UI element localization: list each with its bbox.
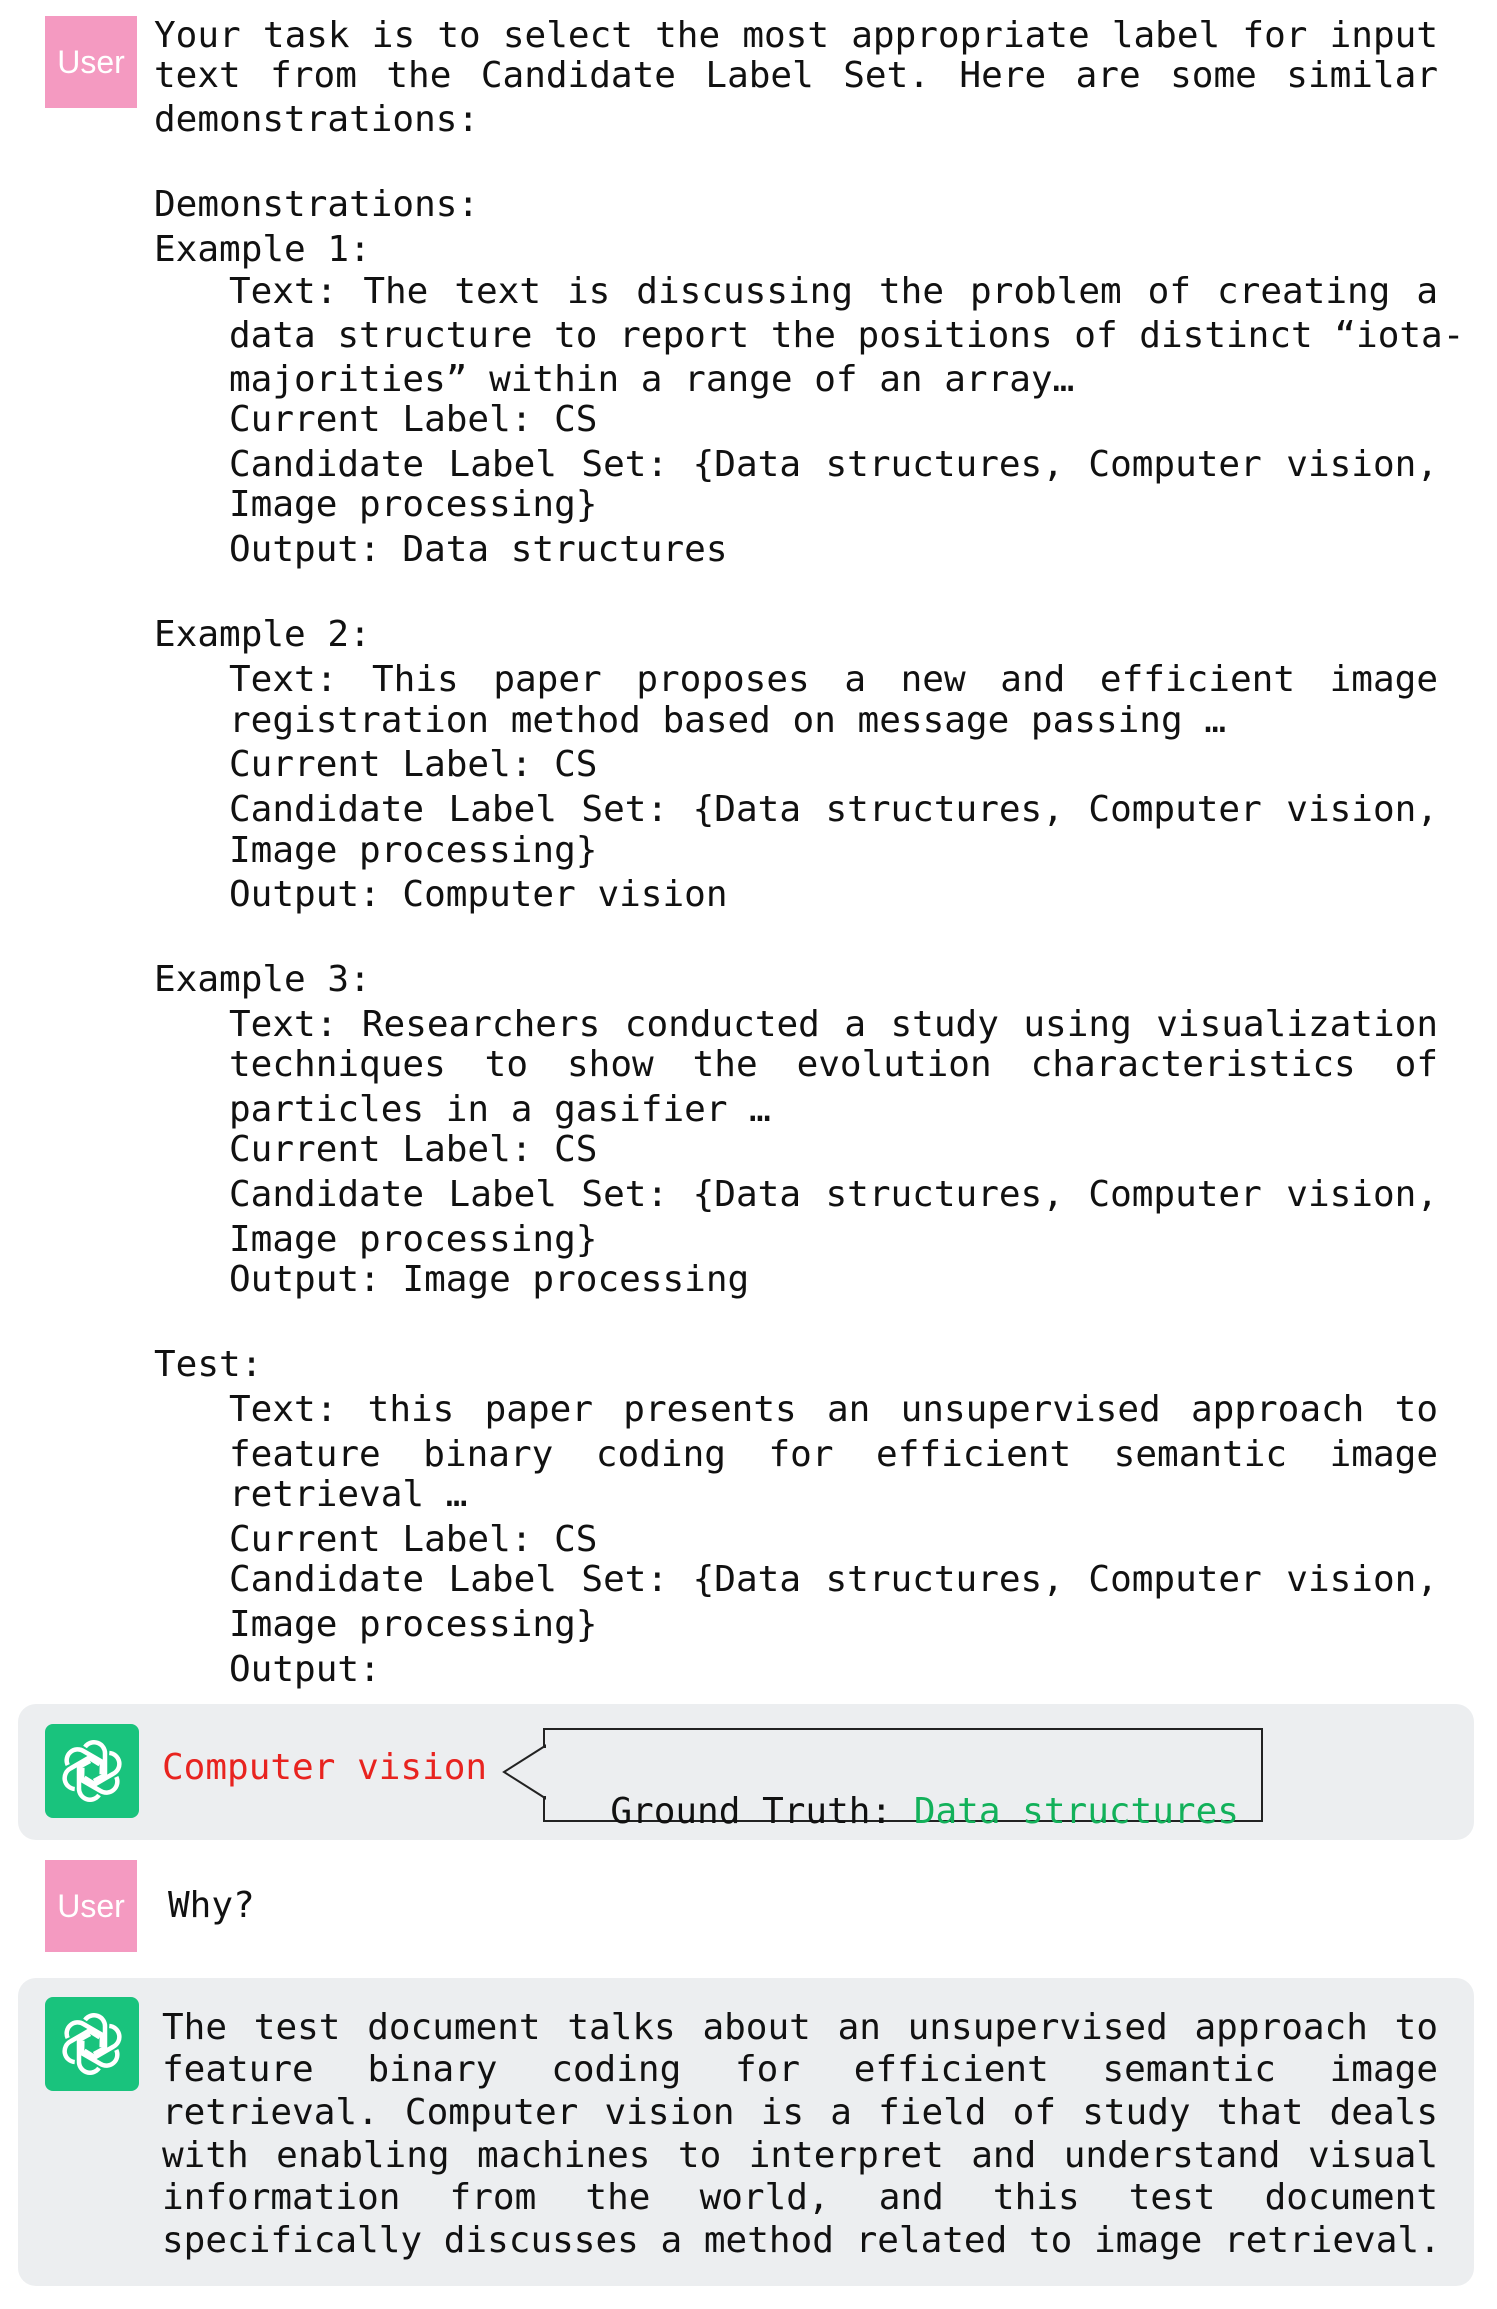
example-line: Text: Researchers conducted a study usin… — [229, 1004, 1438, 1045]
explanation-line: The test document talks about an unsuper… — [162, 2007, 1438, 2048]
example-line: Candidate Label Set: {Data structures, C… — [229, 1174, 1438, 1215]
test-line: Current Label: CS — [229, 1519, 598, 1560]
ground-truth-value: Data structures — [913, 1791, 1239, 1832]
test-title: Test: — [154, 1344, 263, 1385]
example-line: majorities” within a range of an array… — [229, 359, 1075, 400]
explanation-line: specifically discusses a method related … — [162, 2220, 1441, 2261]
example-line: Current Label: CS — [229, 744, 598, 785]
prompt-line: text from the Candidate Label Set. Here … — [154, 55, 1438, 96]
user-avatar: User — [45, 1860, 137, 1952]
openai-logo-icon — [62, 2013, 122, 2075]
explanation-line: information from the world, and this tes… — [162, 2177, 1438, 2218]
explanation-line: feature binary coding for efficient sema… — [162, 2049, 1438, 2090]
prompt-line: demonstrations: — [154, 99, 480, 140]
user-question: Why? — [168, 1885, 255, 1926]
example-line: Image processing} — [229, 1219, 598, 1260]
example-line: techniques to show the evolution charact… — [229, 1044, 1438, 1085]
example-line: Current Label: CS — [229, 1129, 598, 1170]
user-avatar: User — [45, 16, 137, 108]
assistant-avatar — [45, 1997, 139, 2091]
demonstrations-header: Demonstrations: — [154, 184, 480, 225]
explanation-line: retrieval. Computer vision is a field of… — [162, 2092, 1438, 2133]
example-line: particles in a gasifier … — [229, 1089, 771, 1130]
example-line: Image processing} — [229, 484, 598, 525]
user-avatar-label: User — [57, 1887, 125, 1924]
example-line: Output: Data structures — [229, 529, 728, 570]
assistant-avatar — [45, 1724, 139, 1818]
prompt-line: Your task is to select the most appropri… — [154, 15, 1438, 56]
test-line: retrieval … — [229, 1474, 468, 1515]
example-line: Current Label: CS — [229, 399, 598, 440]
test-line: Output: — [229, 1649, 381, 1690]
ground-truth-text: Ground Truth: Data structures — [567, 1758, 1239, 1830]
example-line: Output: Image processing — [229, 1259, 750, 1300]
test-line: feature binary coding for efficient sema… — [229, 1434, 1438, 1475]
example-line: Image processing} — [229, 830, 598, 871]
example-line: data structure to report the positions o… — [229, 315, 1465, 356]
example-line: Text: The text is discussing the problem… — [229, 271, 1438, 312]
assistant-message-2 — [18, 1978, 1474, 2286]
user-avatar-label: User — [57, 43, 125, 80]
ground-truth-label: Ground Truth: — [610, 1791, 893, 1832]
example-line: Text: This paper proposes a new and effi… — [229, 659, 1438, 700]
example-line: Candidate Label Set: {Data structures, C… — [229, 789, 1438, 830]
test-line: Text: this paper presents an unsupervise… — [229, 1389, 1438, 1430]
test-line: Image processing} — [229, 1604, 598, 1645]
explanation-line: with enabling machines to interpret and … — [162, 2135, 1438, 2176]
example-line: Candidate Label Set: {Data structures, C… — [229, 444, 1438, 485]
assistant-answer: Computer vision — [162, 1747, 488, 1788]
test-line: Candidate Label Set: {Data structures, C… — [229, 1559, 1438, 1600]
example-title: Example 3: — [154, 959, 371, 1000]
example-line: Output: Computer vision — [229, 874, 728, 915]
callout-pointer — [502, 1744, 550, 1800]
example-title: Example 1: — [154, 229, 371, 270]
ground-truth-callout — [543, 1728, 1263, 1822]
example-title: Example 2: — [154, 614, 371, 655]
openai-logo-icon — [62, 1740, 122, 1802]
example-line: registration method based on message pas… — [229, 700, 1226, 741]
